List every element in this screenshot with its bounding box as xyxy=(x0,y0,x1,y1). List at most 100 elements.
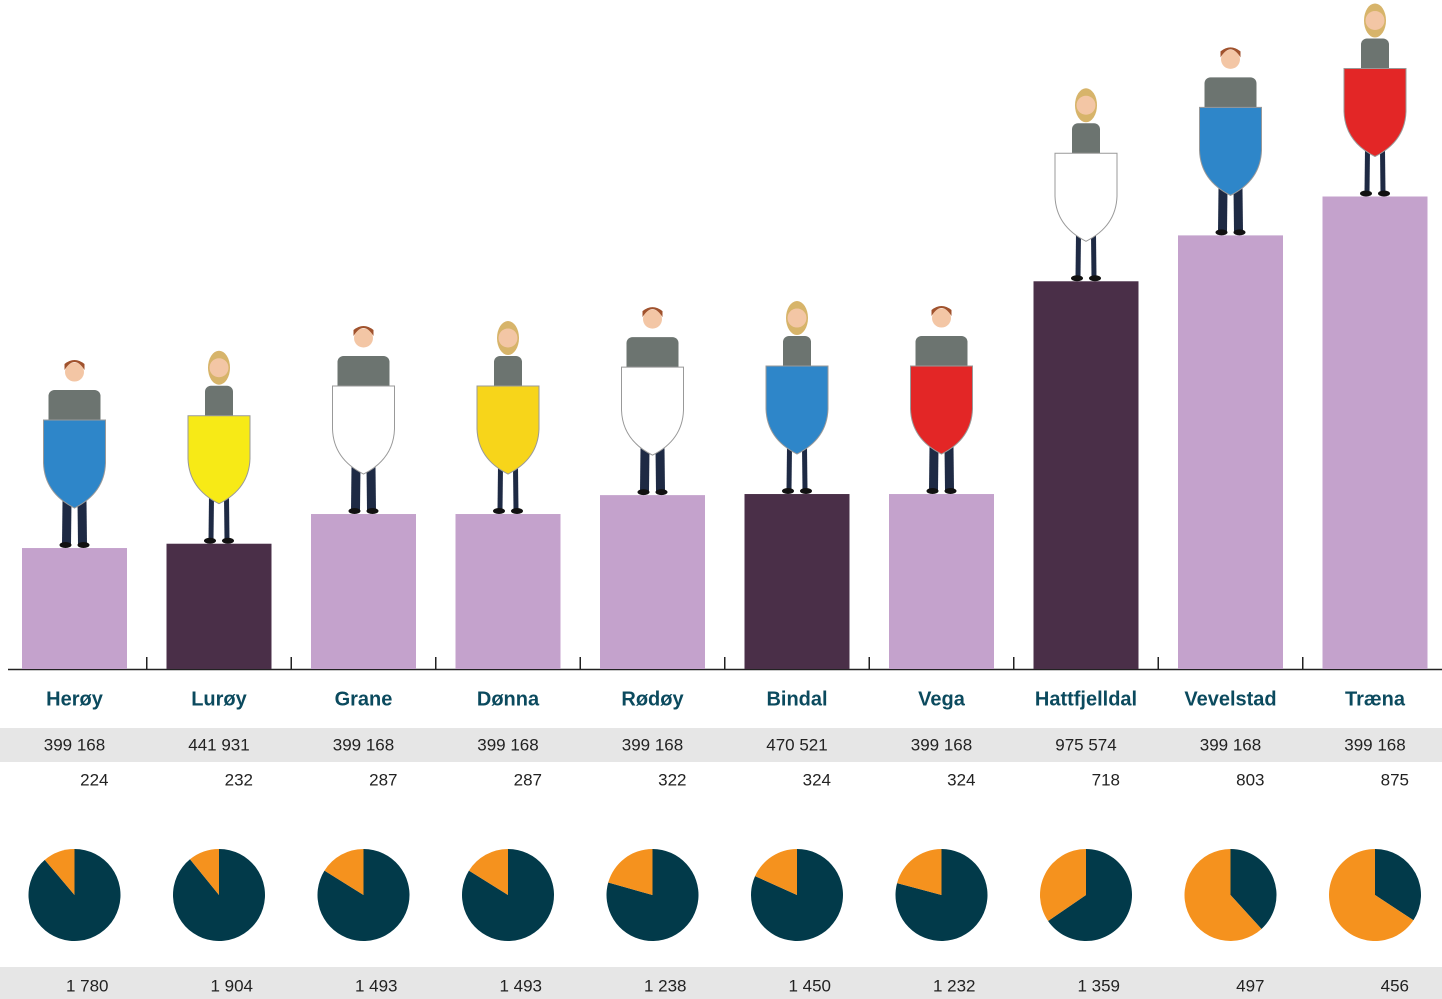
remainder-label: 1 359 xyxy=(1077,976,1120,995)
remainder-label: 1 493 xyxy=(499,976,542,995)
row-a-value: 399 168 xyxy=(911,735,972,754)
person-figure xyxy=(1343,3,1407,197)
hair xyxy=(64,360,85,371)
person-figure xyxy=(476,321,540,515)
pie-slice xyxy=(173,849,266,941)
remainder-label: 1 904 xyxy=(210,976,253,995)
category-label: Rødøy xyxy=(621,688,684,710)
hair xyxy=(931,306,952,317)
shield xyxy=(765,365,829,455)
person-figure xyxy=(910,306,973,495)
hair xyxy=(353,326,374,337)
value-label: 324 xyxy=(947,770,975,789)
person-figure xyxy=(43,360,106,549)
bar xyxy=(166,543,272,669)
head xyxy=(1221,49,1240,69)
hair xyxy=(1220,47,1241,58)
head xyxy=(787,308,807,328)
shield xyxy=(476,385,540,475)
remainder-label: 1 232 xyxy=(933,976,976,995)
category-label: Grane xyxy=(335,688,393,710)
bar xyxy=(311,514,416,669)
category-label: Dønna xyxy=(477,688,540,710)
shoe xyxy=(366,508,379,515)
row-a-value: 399 168 xyxy=(333,735,394,754)
value-label: 324 xyxy=(803,770,831,789)
pie-slice xyxy=(608,849,653,895)
pie-slice xyxy=(468,849,508,895)
row-a-value: 399 168 xyxy=(477,735,538,754)
value-label: 803 xyxy=(1236,770,1264,789)
head xyxy=(354,328,373,348)
row-a-value: 399 168 xyxy=(1200,735,1261,754)
category-label: Bindal xyxy=(766,688,827,710)
shoe xyxy=(926,488,939,495)
value-label: 322 xyxy=(658,770,686,789)
person-figure xyxy=(187,350,251,544)
bar xyxy=(1033,281,1139,669)
value-label: 287 xyxy=(514,770,542,789)
shoe xyxy=(77,542,90,549)
person-figure xyxy=(765,301,829,495)
remainder-label: 1 493 xyxy=(355,976,398,995)
row-a-value: 470 521 xyxy=(766,735,827,754)
shoe xyxy=(348,508,361,515)
row-a-value: 399 168 xyxy=(622,735,683,754)
pie-slice xyxy=(324,849,364,895)
shield xyxy=(1054,152,1118,242)
shield xyxy=(332,385,395,475)
remainder-label: 456 xyxy=(1381,976,1409,995)
hair xyxy=(642,307,663,318)
remainder-label: 1 780 xyxy=(66,976,109,995)
shoe xyxy=(655,489,668,496)
bar xyxy=(889,494,994,669)
value-label: 875 xyxy=(1381,770,1409,789)
shield xyxy=(1199,106,1262,196)
shoe xyxy=(493,508,505,515)
value-label: 718 xyxy=(1092,770,1120,789)
shield xyxy=(43,419,106,509)
row-a-value: 975 574 xyxy=(1055,735,1116,754)
row-band xyxy=(0,967,1442,999)
category-label: Herøy xyxy=(46,688,104,710)
pie-slice xyxy=(897,849,942,895)
shield xyxy=(187,415,251,505)
category-label: Hattfjelldal xyxy=(1035,688,1137,710)
shoe xyxy=(1360,190,1372,197)
remainder-label: 497 xyxy=(1236,976,1264,995)
person-figure xyxy=(332,326,395,515)
value-label: 232 xyxy=(225,770,253,789)
pie-slice xyxy=(751,849,844,941)
row-band xyxy=(0,728,1442,762)
shoe xyxy=(800,488,812,495)
value-label: 224 xyxy=(80,770,108,789)
pie-slice xyxy=(755,849,797,895)
head xyxy=(1076,95,1096,115)
bar xyxy=(455,514,561,669)
pie-slice xyxy=(1048,849,1132,942)
pie-slice xyxy=(606,849,699,941)
bar xyxy=(1322,196,1428,669)
person-figure xyxy=(1054,88,1118,282)
pie-slice xyxy=(461,849,554,942)
pie-slice xyxy=(1375,849,1421,921)
row-a-value: 399 168 xyxy=(44,735,105,754)
category-label: Vevelstad xyxy=(1184,688,1276,710)
shoe xyxy=(1233,229,1246,236)
shoe xyxy=(1215,229,1228,236)
pie-slice xyxy=(317,849,410,941)
shoe xyxy=(1378,190,1390,197)
pie-slice xyxy=(1230,849,1277,929)
pie-slice xyxy=(1040,849,1086,922)
shoe xyxy=(511,508,523,515)
person-figure xyxy=(1199,47,1262,236)
head xyxy=(498,328,518,348)
category-label: Vega xyxy=(918,688,966,710)
remainder-label: 1 450 xyxy=(788,976,831,995)
shield xyxy=(1343,68,1407,158)
shoe xyxy=(1089,275,1101,282)
head xyxy=(643,309,662,329)
pie-slice xyxy=(1329,849,1414,941)
